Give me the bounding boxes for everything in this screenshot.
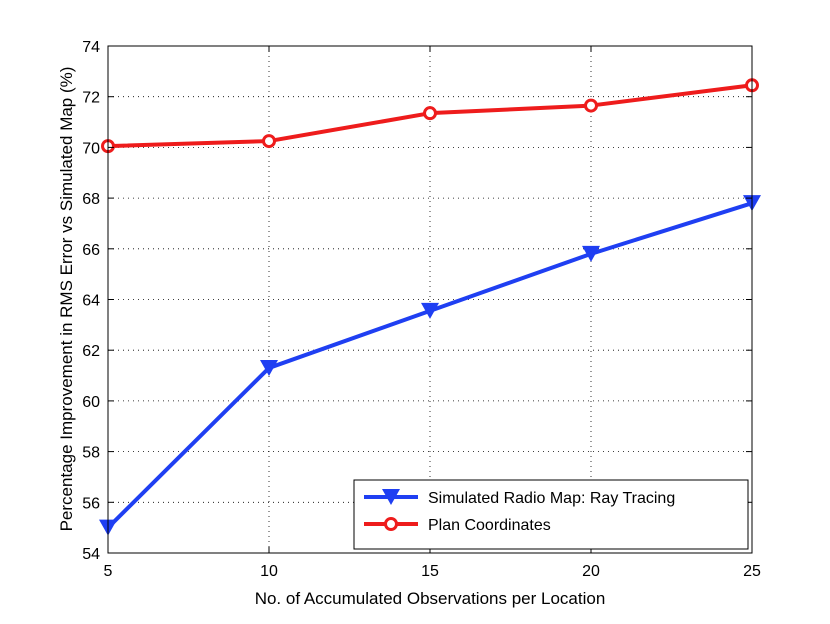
- legend-box: [353, 479, 749, 550]
- data-point-triangle: [421, 302, 439, 319]
- data-point-triangle: [260, 359, 278, 376]
- legend-marker-plan-coordinates: [384, 517, 398, 531]
- x-tick-label: 15: [421, 563, 439, 580]
- plot-background: [108, 46, 752, 553]
- data-point-circle: [423, 106, 437, 121]
- data-point-circle: [584, 98, 598, 113]
- x-tick-label: 5: [104, 563, 113, 580]
- y-tick-label: 54: [82, 546, 100, 563]
- y-tick-label: 56: [82, 495, 100, 512]
- x-axis-label: No. of Accumulated Observations per Loca…: [255, 589, 606, 608]
- y-tick-label: 58: [82, 445, 100, 462]
- y-tick-label: 64: [82, 293, 100, 310]
- x-tick-label: 25: [743, 563, 761, 580]
- y-tick-label: 60: [82, 394, 100, 411]
- y-tick-label: 72: [82, 90, 100, 107]
- legend-entry-plan-coordinates: Plan Coordinates: [364, 517, 551, 534]
- y-axis-label: Percentage Improvement in RMS Error vs S…: [57, 67, 76, 532]
- tick-labels: 5 10 15 20 25 54 56 58 60 62 64 66 68 70 72 74: [82, 39, 761, 580]
- legend-entry-ray-tracing: Simulated Radio Map: Ray Tracing: [364, 489, 675, 507]
- data-point-circle: [262, 134, 276, 149]
- y-tick-label: 70: [82, 140, 100, 157]
- y-tick-label: 62: [82, 343, 100, 360]
- legend: Simulated Radio Map: Ray Tracing Plan Co…: [353, 479, 749, 550]
- y-tick-label: 74: [82, 39, 100, 56]
- x-tick-label: 10: [260, 563, 278, 580]
- tick-marks: [107, 45, 753, 554]
- legend-label-ray-tracing: Simulated Radio Map: Ray Tracing: [428, 490, 675, 507]
- legend-marker-ray-tracing: [382, 489, 400, 505]
- legend-label-plan-coordinates: Plan Coordinates: [428, 517, 551, 534]
- y-tick-label: 68: [82, 191, 100, 208]
- data-point-triangle: [582, 245, 600, 262]
- y-tick-label: 66: [82, 242, 100, 259]
- x-tick-label: 20: [582, 563, 600, 580]
